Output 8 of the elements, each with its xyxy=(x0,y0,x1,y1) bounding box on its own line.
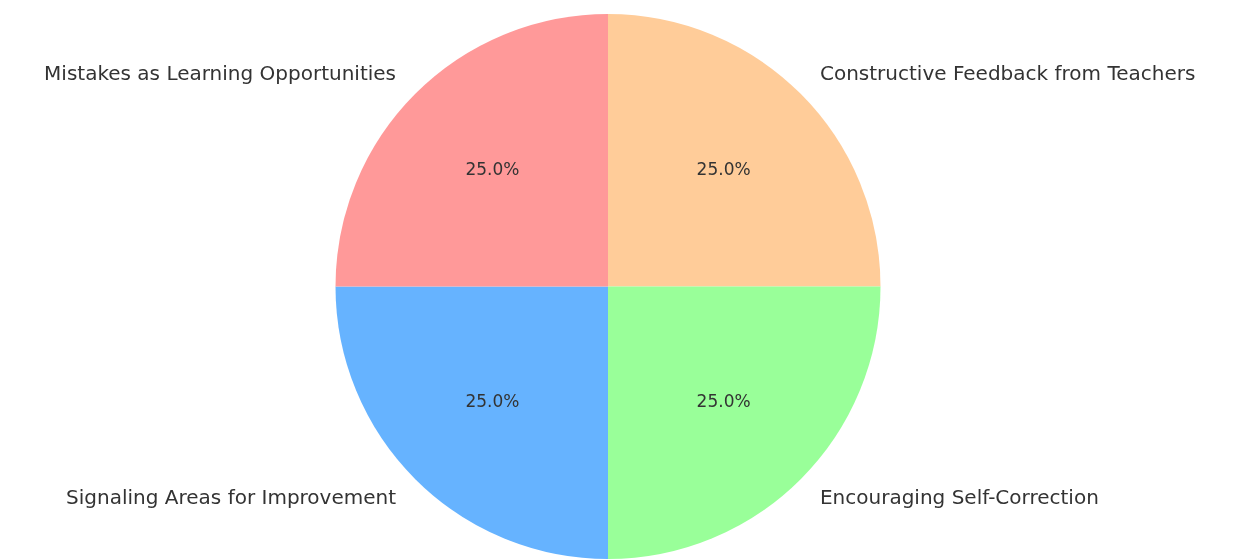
data-label: 25.0% xyxy=(696,159,751,180)
slice-label: Signaling Areas for Improvement xyxy=(66,484,397,509)
data-label: 25.0% xyxy=(465,390,520,411)
slice-label: Constructive Feedback from Teachers xyxy=(819,60,1196,85)
slice-label: Mistakes as Learning Opportunities xyxy=(44,60,397,85)
data-label: 25.0% xyxy=(465,159,520,180)
slice-label: Encouraging Self-Correction xyxy=(819,484,1099,509)
data-label: 25.0% xyxy=(696,390,751,411)
